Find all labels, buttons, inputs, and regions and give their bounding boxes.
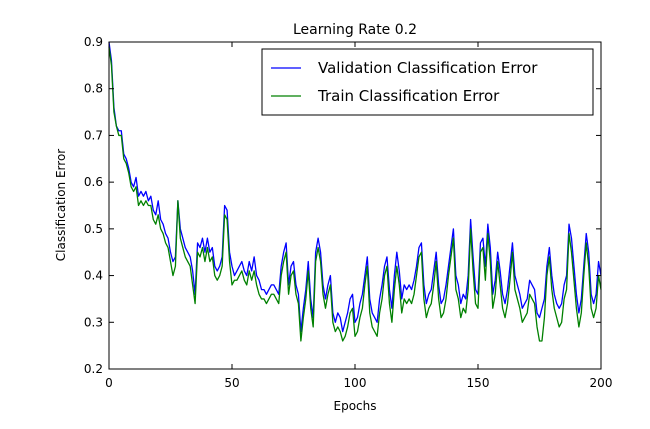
series-group xyxy=(108,41,602,342)
x-axis: 0 50 100 150 200 xyxy=(105,42,612,390)
x-tick-label: 0 xyxy=(105,376,113,390)
x-tick-label: 50 xyxy=(224,376,239,390)
legend: Validation Classification Error Train Cl… xyxy=(261,48,594,116)
x-axis-title: Epochs xyxy=(334,399,377,413)
x-tick-label: 100 xyxy=(344,376,367,390)
series-line-validation xyxy=(108,41,602,333)
y-tick-label: 0.6 xyxy=(84,175,103,189)
x-tick-label: 150 xyxy=(467,376,490,390)
legend-label-train: Train Classification Error xyxy=(317,87,500,105)
legend-label-validation: Validation Classification Error xyxy=(318,59,538,77)
legend-box xyxy=(261,48,594,116)
chart-title: Learning Rate 0.2 xyxy=(293,22,417,38)
series-line-train xyxy=(108,46,602,342)
y-tick-label: 0.8 xyxy=(84,82,103,96)
y-tick-label: 0.3 xyxy=(84,315,103,329)
x-tick-label: 200 xyxy=(590,376,613,390)
y-tick-label: 0.4 xyxy=(84,269,103,283)
y-tick-label: 0.9 xyxy=(84,35,103,49)
y-tick-label: 0.2 xyxy=(84,362,103,376)
y-axis: 0.2 0.3 0.4 0.5 0.6 0.7 0.8 0.9 xyxy=(84,35,601,376)
y-axis-title: Classification Error xyxy=(54,149,68,262)
y-tick-label: 0.5 xyxy=(84,222,103,236)
y-tick-label: 0.7 xyxy=(84,128,103,142)
